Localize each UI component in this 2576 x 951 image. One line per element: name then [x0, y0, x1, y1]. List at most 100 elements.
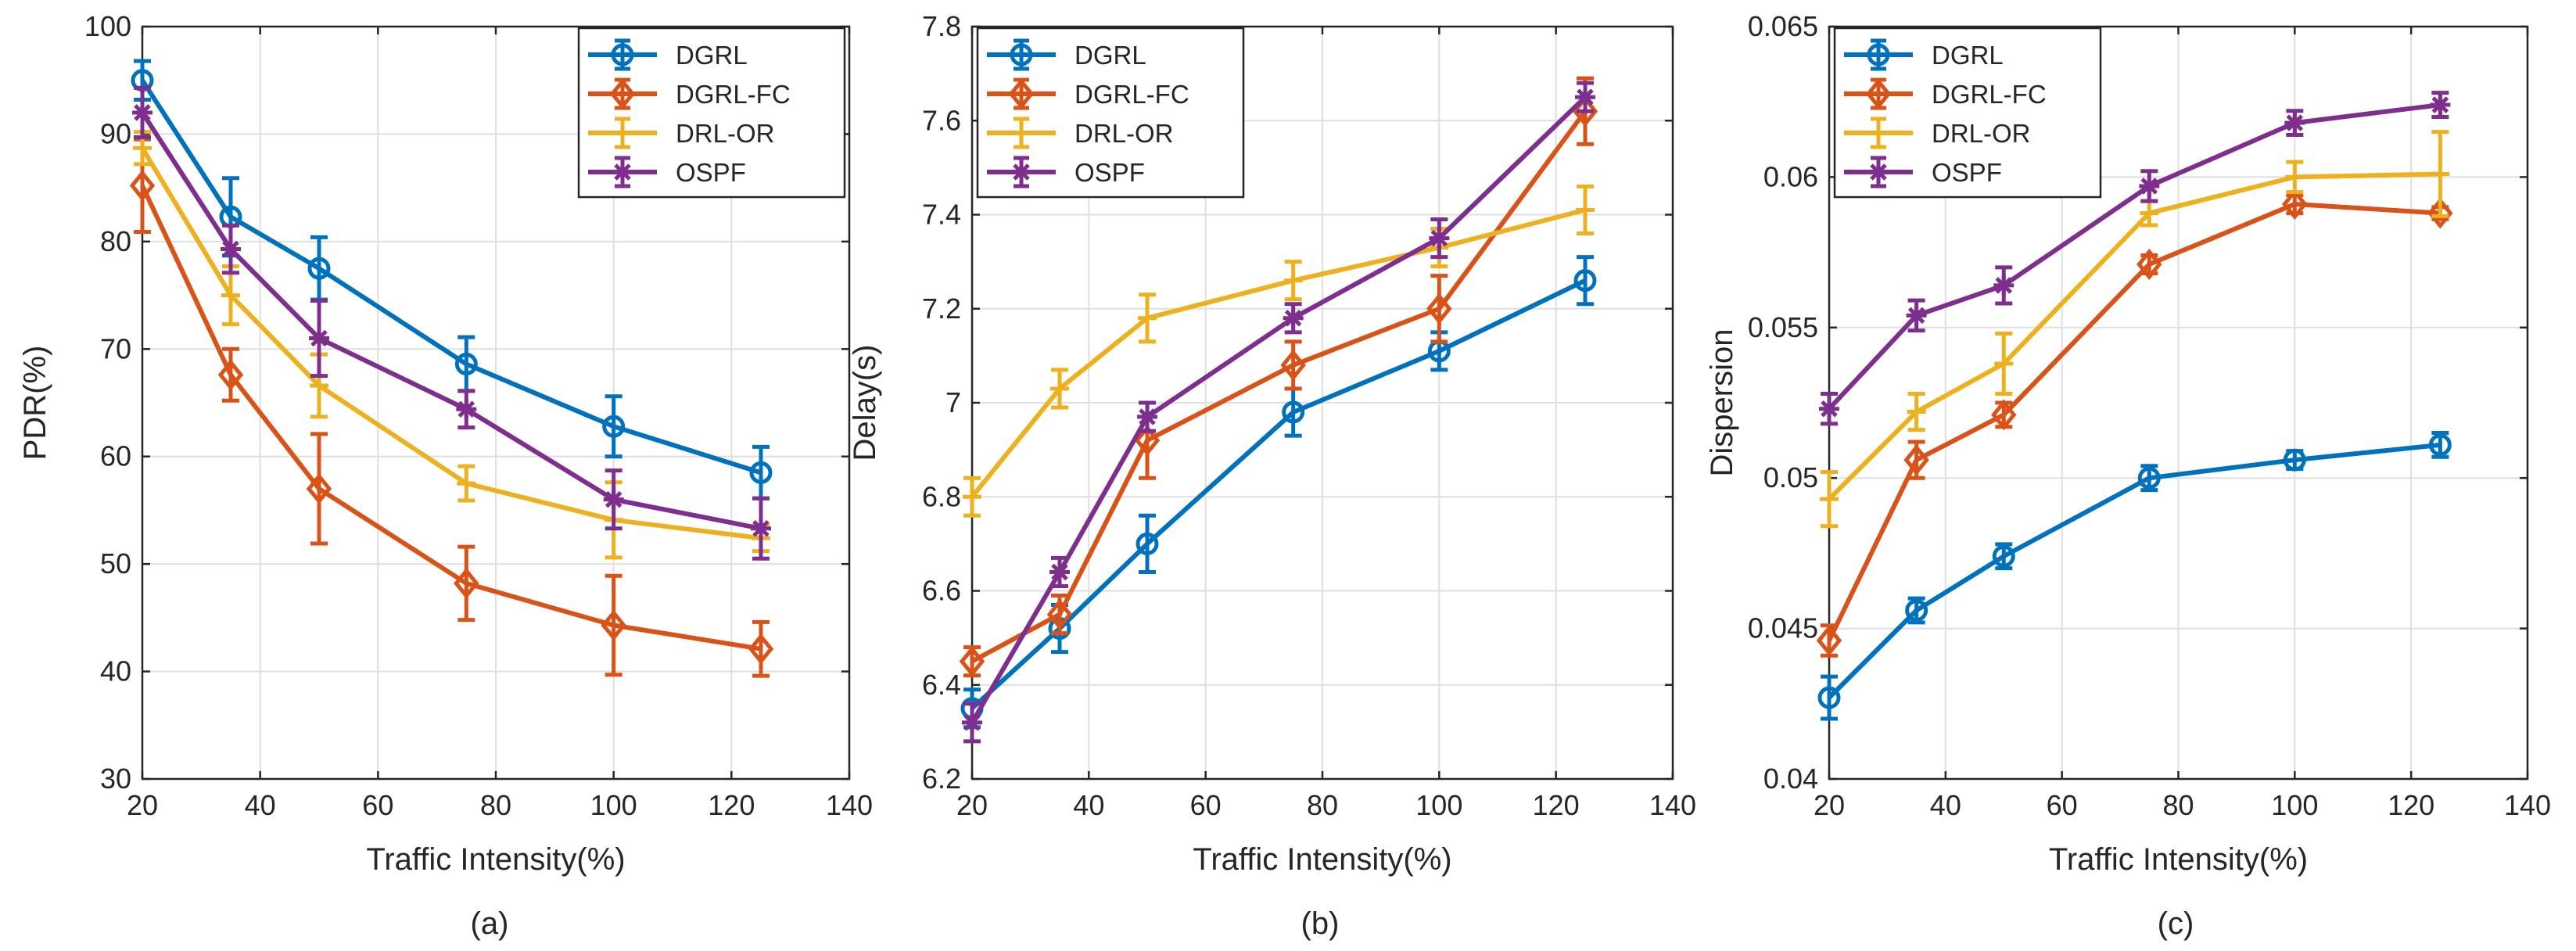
x-axis-label: Traffic Intensity(%): [1193, 842, 1451, 877]
data-point: [221, 239, 241, 260]
y-tick-label: 80: [100, 225, 131, 257]
y-tick-label: 60: [100, 440, 131, 472]
data-point: [1137, 407, 1157, 428]
data-point: [1819, 398, 1839, 419]
legend-item-dgrl-fc: DGRL-FC: [1844, 77, 2047, 110]
series-line: [140, 111, 762, 531]
data-point: [1282, 400, 1305, 424]
y-tick-label: 100: [84, 10, 131, 42]
legend-item-dgrl-fc: DGRL-FC: [588, 77, 791, 110]
x-tick-label: 100: [1415, 789, 1462, 821]
series-dgrl-fc: [959, 76, 1598, 678]
legend-label: DGRL: [1932, 41, 2004, 70]
legend-marker: [611, 43, 634, 66]
legend-item-drl-or: DRL-OR: [987, 117, 1174, 149]
x-tick-label: 140: [2504, 789, 2551, 821]
x-tick-label: 20: [956, 789, 988, 821]
legend-label: DRL-OR: [1932, 119, 2031, 148]
series-ospf: [962, 81, 1595, 744]
series-line: [140, 185, 762, 651]
legend-label: DGRL-FC: [1932, 80, 2047, 109]
legend-marker: [1865, 78, 1892, 109]
data-point: [1817, 686, 1841, 709]
data-point: [602, 414, 626, 438]
panel-caption: (b): [1301, 906, 1340, 941]
data-point: [2283, 448, 2306, 472]
x-tick-label: 80: [1307, 789, 1338, 821]
y-tick-label: 7: [945, 386, 961, 418]
x-tick-label: 120: [708, 789, 755, 821]
legend-item-dgrl: DGRL: [588, 38, 748, 71]
x-tick-label: 120: [2388, 789, 2434, 821]
data-point: [1046, 598, 1073, 630]
legend: DGRL DGRL-FC DRL-OR OSPF: [976, 27, 1245, 199]
series-drl-or: [1820, 130, 2450, 529]
legend-marker: [1867, 43, 1890, 66]
series-line: [1827, 102, 2441, 411]
data-point: [1993, 275, 2015, 296]
x-tick-label: 140: [1649, 789, 1696, 821]
x-tick-label: 60: [1190, 789, 1222, 821]
data-point: [751, 518, 771, 539]
data-point: [1426, 292, 1452, 325]
legend-label: DGRL-FC: [1075, 80, 1189, 109]
x-tick-label: 120: [1533, 789, 1580, 821]
y-tick-label: 6.2: [922, 763, 961, 795]
y-tick-label: 6.8: [922, 480, 961, 512]
series-ospf: [132, 85, 771, 561]
y-axis-label: Delay(s): [848, 345, 882, 461]
data-point: [456, 399, 477, 420]
legend-label: OSPF: [676, 158, 746, 187]
y-tick-label: 6.4: [922, 669, 961, 701]
data-point: [1991, 399, 2017, 431]
data-point: [2284, 113, 2305, 134]
series-dgrl-fc: [1816, 188, 2453, 658]
legend-item-dgrl-fc: DGRL-FC: [987, 77, 1189, 110]
x-tick-label: 60: [362, 789, 393, 821]
data-point: [1992, 544, 2015, 568]
y-axis-label: PDR(%): [18, 346, 52, 461]
legend-marker: [1008, 78, 1035, 109]
x-tick-label: 20: [127, 789, 158, 821]
y-tick-label: 0.04: [1763, 763, 1818, 795]
data-point: [1816, 625, 1842, 656]
data-point: [959, 645, 985, 677]
x-tick-label: 60: [2047, 789, 2078, 821]
legend-label: DRL-OR: [676, 119, 775, 148]
data-point: [1136, 532, 1159, 555]
x-axis-label: Traffic Intensity(%): [2049, 842, 2308, 877]
legend: DGRL DGRL-FC DRL-OR OSPF: [577, 27, 846, 199]
series-line: [140, 79, 762, 476]
series-line: [1827, 442, 2441, 700]
panel-caption: (a): [471, 906, 509, 941]
data-point: [962, 712, 982, 733]
data-point: [309, 328, 329, 349]
y-tick-label: 0.045: [1748, 612, 1818, 644]
data-point: [2428, 433, 2452, 457]
y-tick-label: 70: [100, 332, 131, 364]
x-axis-label: Traffic Intensity(%): [366, 842, 625, 877]
series-line: [970, 207, 1586, 499]
series-line: [140, 146, 762, 541]
legend-item-drl-or: DRL-OR: [588, 117, 775, 149]
data-point: [1134, 425, 1161, 457]
legend-label: DRL-OR: [1075, 119, 1174, 148]
series-line: [1827, 202, 2441, 642]
legend-marker: [612, 162, 633, 182]
data-point: [2137, 249, 2162, 280]
data-point: [748, 633, 774, 665]
data-point: [1283, 307, 1304, 328]
legend-item-ospf: OSPF: [987, 156, 1145, 188]
data-point: [1905, 599, 1928, 623]
data-point: [601, 609, 626, 641]
y-tick-label: 7.4: [922, 199, 961, 231]
x-tick-label: 40: [1073, 789, 1104, 821]
y-tick-label: 7.2: [922, 292, 961, 325]
data-point: [1906, 305, 1927, 326]
y-axis-label: Dispersion: [1705, 329, 1739, 477]
data-point: [217, 359, 244, 391]
chart-panel-1: 20 40 60 80 100 120 140 30 40 50 60 70 80 90 100 Traffi…: [18, 10, 873, 941]
y-tick-label: 90: [100, 117, 131, 149]
data-point: [1573, 269, 1597, 292]
